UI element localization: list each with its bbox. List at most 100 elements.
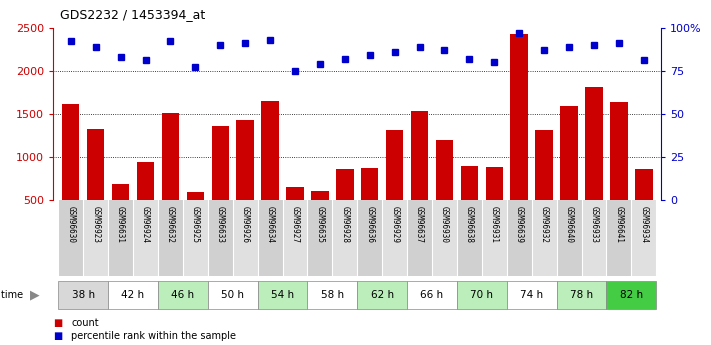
Bar (557, 200, 582, 276)
Bar (407, 200, 432, 276)
Text: GSM96641: GSM96641 (614, 206, 624, 243)
Bar (186, 192, 204, 243)
Text: 58 h: 58 h (321, 290, 344, 300)
Text: GSM96640: GSM96640 (565, 206, 574, 243)
Text: GSM96639: GSM96639 (515, 206, 524, 243)
Bar (457, 281, 507, 309)
Text: GSM96933: GSM96933 (589, 206, 599, 243)
Bar (631, 200, 656, 276)
Text: 54 h: 54 h (271, 290, 294, 300)
Text: percentile rank within the sample: percentile rank within the sample (71, 332, 236, 341)
Bar (237, 120, 254, 243)
Bar (212, 126, 229, 243)
Bar (161, 113, 179, 243)
Text: 46 h: 46 h (171, 290, 194, 300)
Bar (635, 169, 653, 243)
Text: GSM96635: GSM96635 (316, 206, 324, 243)
Text: 50 h: 50 h (221, 290, 244, 300)
Bar (158, 281, 208, 309)
Text: GSM96927: GSM96927 (291, 206, 299, 243)
Bar (307, 281, 358, 309)
Text: ■: ■ (53, 332, 63, 341)
Bar (560, 106, 578, 243)
Bar (257, 281, 307, 309)
Text: time: time (1, 290, 27, 300)
Text: 70 h: 70 h (471, 290, 493, 300)
Bar (108, 200, 133, 276)
Bar (58, 200, 83, 276)
Bar (535, 130, 553, 243)
Bar (311, 190, 328, 243)
Bar (386, 130, 403, 243)
Text: GSM96634: GSM96634 (266, 206, 274, 243)
Text: ■: ■ (53, 318, 63, 328)
Bar (137, 162, 154, 243)
Text: GSM96630: GSM96630 (66, 206, 75, 243)
Bar (358, 281, 407, 309)
Text: 74 h: 74 h (520, 290, 543, 300)
Text: 62 h: 62 h (370, 290, 394, 300)
Text: GSM96632: GSM96632 (166, 206, 175, 243)
Bar (87, 128, 105, 243)
Text: GSM96929: GSM96929 (390, 206, 399, 243)
Bar (358, 200, 383, 276)
Bar (208, 200, 232, 276)
Text: GSM96633: GSM96633 (215, 206, 225, 243)
Bar (510, 34, 528, 243)
Bar (262, 101, 279, 243)
Text: 78 h: 78 h (570, 290, 593, 300)
Text: count: count (71, 318, 99, 328)
Bar (232, 200, 257, 276)
Bar (482, 200, 507, 276)
Bar (457, 200, 482, 276)
Bar (610, 102, 628, 243)
Text: GSM96924: GSM96924 (141, 206, 150, 243)
Bar (606, 200, 631, 276)
Bar (383, 200, 407, 276)
Text: GSM96932: GSM96932 (540, 206, 549, 243)
Bar (507, 281, 557, 309)
Text: GSM96637: GSM96637 (415, 206, 424, 243)
Bar (407, 281, 457, 309)
Bar (183, 200, 208, 276)
Bar (257, 200, 282, 276)
Bar (606, 281, 656, 309)
Bar (282, 200, 307, 276)
Bar (112, 184, 129, 243)
Bar (62, 104, 80, 243)
Bar (411, 111, 428, 243)
Text: GDS2232 / 1453394_at: GDS2232 / 1453394_at (60, 8, 205, 21)
Bar (486, 167, 503, 243)
Text: 66 h: 66 h (420, 290, 444, 300)
Bar (208, 281, 257, 309)
Bar (557, 281, 606, 309)
Bar (582, 200, 606, 276)
Text: 82 h: 82 h (620, 290, 643, 300)
Text: GSM96631: GSM96631 (116, 206, 125, 243)
Text: GSM96925: GSM96925 (191, 206, 200, 243)
Bar (158, 200, 183, 276)
Bar (332, 200, 358, 276)
Bar (507, 200, 532, 276)
Bar (532, 200, 557, 276)
Text: ▶: ▶ (30, 288, 40, 302)
Text: GSM96926: GSM96926 (240, 206, 250, 243)
Bar (287, 187, 304, 243)
Text: 42 h: 42 h (122, 290, 144, 300)
Bar (108, 281, 158, 309)
Text: GSM96636: GSM96636 (365, 206, 374, 243)
Text: GSM96930: GSM96930 (440, 206, 449, 243)
Bar (336, 169, 353, 243)
Bar (461, 166, 478, 243)
Text: GSM96934: GSM96934 (639, 206, 648, 243)
Bar (307, 200, 332, 276)
Text: GSM96923: GSM96923 (91, 206, 100, 243)
Bar (436, 140, 453, 243)
Bar (83, 200, 108, 276)
Text: GSM96638: GSM96638 (465, 206, 474, 243)
Bar (361, 168, 378, 243)
Bar (432, 200, 457, 276)
Bar (585, 87, 603, 243)
Bar (133, 200, 158, 276)
Bar (58, 281, 108, 309)
